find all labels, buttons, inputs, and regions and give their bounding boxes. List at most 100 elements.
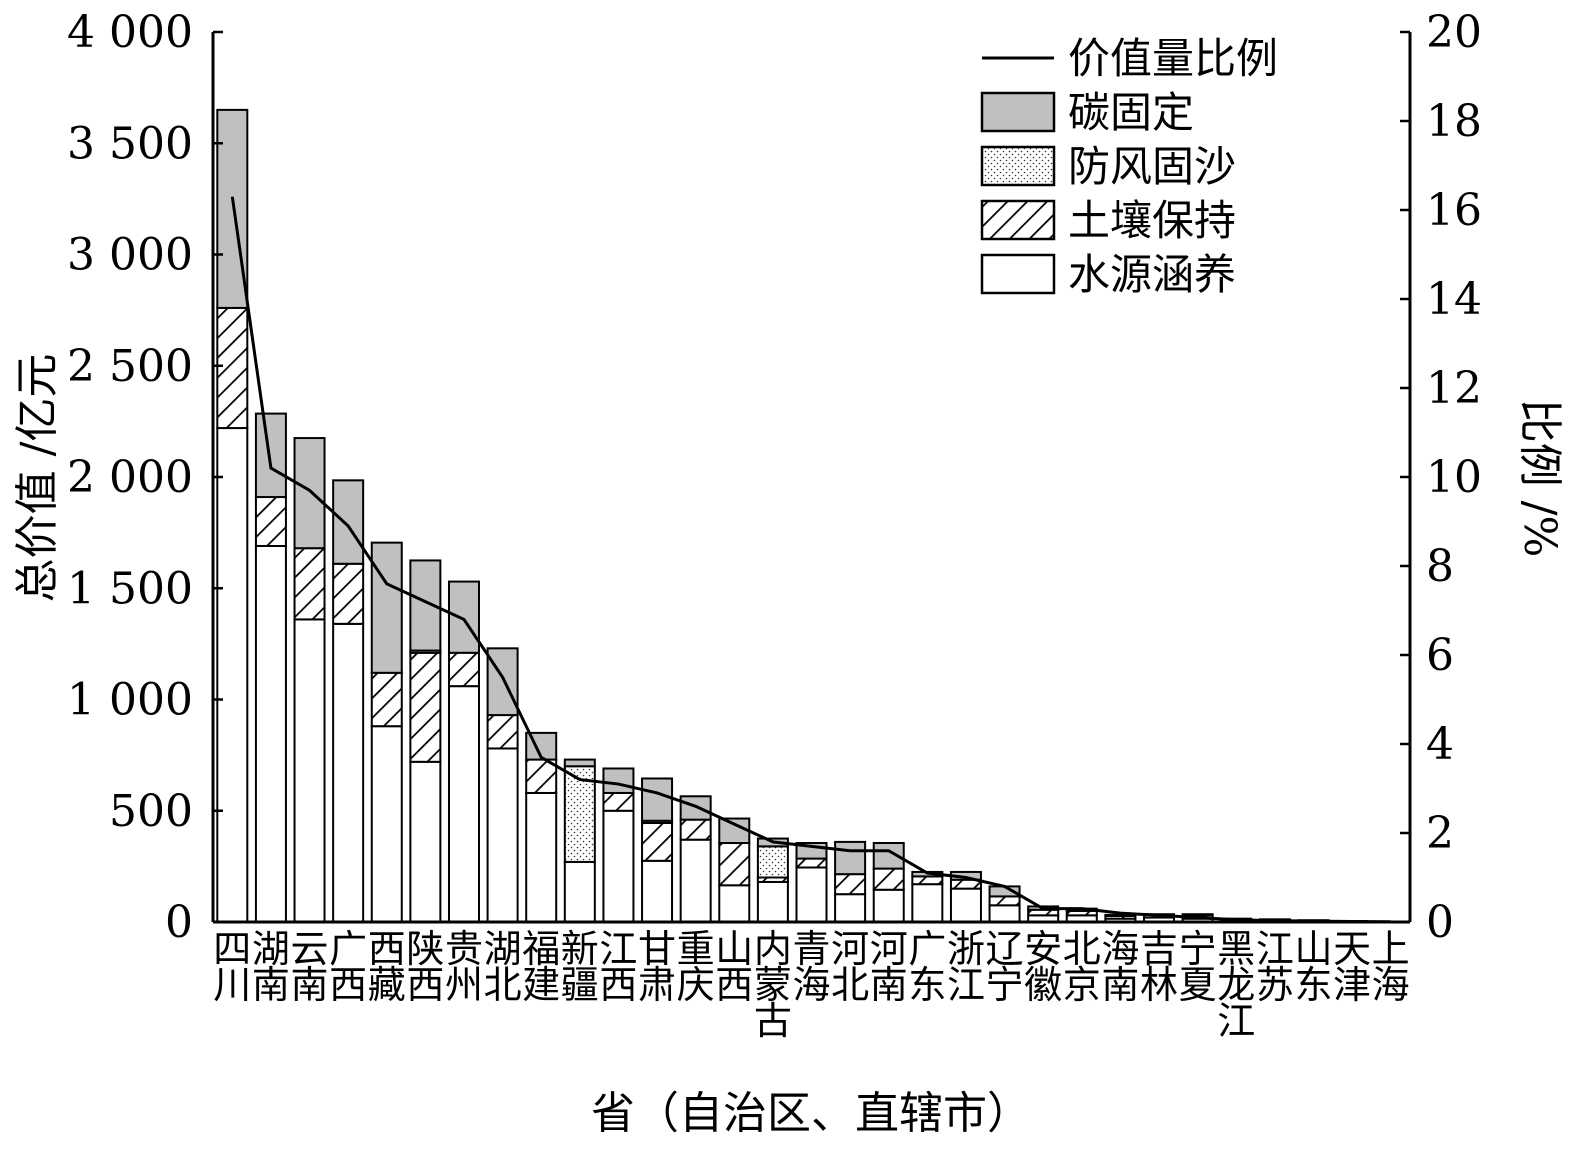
x-tick-label: 北京 xyxy=(1063,927,1101,1007)
x-axis-title: 省（自治区、直辖市） xyxy=(591,1088,1031,1139)
bar-segment-4-1 xyxy=(332,622,365,923)
legend-label: 水源涵养 xyxy=(1068,250,1236,299)
y2-axis-title: 比例 /% xyxy=(1514,399,1565,558)
bar-segment-17-2 xyxy=(834,873,867,896)
legend-label: 价值量比例 xyxy=(1068,34,1278,83)
x-tick-label: 辽宁 xyxy=(986,927,1024,1007)
ratio-line xyxy=(230,196,1391,924)
x-tick-label: 贵州 xyxy=(445,927,483,1007)
y2-tick-label: 2 xyxy=(1426,808,1454,859)
bar-segment-18-2 xyxy=(872,867,905,891)
x-tick-label: 湖北 xyxy=(484,927,522,1007)
y2-tick-label: 18 xyxy=(1426,96,1482,147)
x-tick-label: 河北 xyxy=(831,927,869,1007)
x-tick-label: 上海 xyxy=(1372,927,1410,1007)
bar-segment-17-1 xyxy=(834,893,867,924)
bar-segment-14-4 xyxy=(718,817,751,845)
x-tick-label: 新疆 xyxy=(561,927,599,1007)
x-tick-label: 四川 xyxy=(213,927,251,1007)
bar-segment-19-1 xyxy=(911,883,944,923)
bar-segment-18-4 xyxy=(872,842,905,870)
bar-segment-8-1 xyxy=(486,747,519,924)
bar-segment-5-1 xyxy=(370,725,403,924)
bar-segment-12-2 xyxy=(641,821,674,862)
y-tick-label: 2 500 xyxy=(67,341,193,392)
bar-segment-13-1 xyxy=(679,838,712,923)
bar-segment-20-1 xyxy=(949,887,982,924)
bar-segment-14-2 xyxy=(718,842,751,887)
bar-segment-12-1 xyxy=(641,859,674,923)
bar-segment-4-4 xyxy=(332,479,365,565)
bar-segment-3-4 xyxy=(293,437,326,550)
y-tick-label: 500 xyxy=(109,786,193,837)
legend-label: 土壤保持 xyxy=(1068,196,1236,245)
bar-segment-2-2 xyxy=(254,496,287,547)
y2-tick-label: 6 xyxy=(1426,630,1454,681)
x-tick-label: 云南 xyxy=(291,927,329,1007)
bar-segment-7-4 xyxy=(447,580,480,654)
y2-tick-label: 8 xyxy=(1426,541,1454,592)
bar-segment-18-1 xyxy=(872,888,905,923)
bar-segment-7-2 xyxy=(447,651,480,688)
bar-segment-2-4 xyxy=(254,412,287,499)
bar-segment-7-1 xyxy=(447,685,480,924)
bar-segment-10-4 xyxy=(563,758,596,768)
bar-segment-5-4 xyxy=(370,541,403,674)
bar-segment-4-2 xyxy=(332,562,365,625)
y2-tick-label: 14 xyxy=(1426,274,1482,325)
bar-segment-8-2 xyxy=(486,714,519,750)
x-tick-label: 西藏 xyxy=(368,927,406,1007)
x-tick-label: 甘肃 xyxy=(638,927,676,1007)
tick-layer: 0 500 1 000 1 500 2 000 2 500 3 000 3 500 4 000 0… xyxy=(67,7,1482,948)
y-axis-title: 总价值 /亿元 xyxy=(12,354,63,603)
y2-tick-label: 20 xyxy=(1426,7,1482,58)
bar-segment-14-1 xyxy=(718,884,751,923)
y2-tick-label: 0 xyxy=(1426,897,1454,948)
category-label-layer: 四川湖南云南广西西藏陕西贵州湖北福建新疆江西甘肃重庆山西内蒙古青海河北河南广东浙… xyxy=(213,927,1409,1043)
bar-segment-9-2 xyxy=(525,758,558,794)
bar-segment-13-4 xyxy=(679,795,712,821)
bar-segment-1-2 xyxy=(216,306,249,430)
bar-segment-9-1 xyxy=(525,791,558,924)
x-tick-label: 江苏 xyxy=(1256,927,1294,1007)
y-tick-label: 1 500 xyxy=(67,563,193,614)
bar-segment-16-1 xyxy=(795,866,828,923)
bar-segment-16-2 xyxy=(795,857,828,869)
bar-segment-13-2 xyxy=(679,818,712,841)
bar-segment-15-1 xyxy=(756,880,789,924)
x-tick-label: 山东 xyxy=(1294,927,1332,1007)
legend-swatch xyxy=(980,145,1056,187)
legend-swatch xyxy=(980,91,1056,133)
bar-segment-11-2 xyxy=(602,791,635,812)
x-tick-label: 福建 xyxy=(522,927,560,1007)
x-tick-label: 广西 xyxy=(329,927,367,1007)
bar-segment-26-4 xyxy=(1181,913,1214,917)
y-tick-label: 3 000 xyxy=(67,230,193,281)
y2-tick-label: 16 xyxy=(1426,185,1482,236)
y-tick-label: 3 500 xyxy=(67,118,193,169)
bar-segment-2-1 xyxy=(254,544,287,923)
bar-segment-10-1 xyxy=(563,860,596,923)
bar-segment-3-1 xyxy=(293,618,326,924)
bar-segment-11-1 xyxy=(602,809,635,923)
bar-segment-5-2 xyxy=(370,671,403,728)
bar-segment-1-1 xyxy=(216,427,249,923)
legend-swatch xyxy=(980,199,1056,241)
x-tick-label: 黑龙江 xyxy=(1217,927,1255,1043)
bar-segment-8-4 xyxy=(486,647,519,717)
x-tick-label: 安徽 xyxy=(1024,927,1062,1007)
x-tick-label: 山西 xyxy=(715,927,753,1007)
y2-tick-label: 4 xyxy=(1426,719,1454,770)
legend-label: 防风固沙 xyxy=(1068,142,1236,191)
x-tick-label: 江西 xyxy=(599,927,637,1007)
bar-segment-11-4 xyxy=(602,767,635,794)
x-tick-label: 陕西 xyxy=(406,927,444,1007)
legend-swatch xyxy=(980,253,1056,295)
ratio-line-layer xyxy=(230,196,1391,924)
legend-label: 碳固定 xyxy=(1068,88,1194,137)
y-tick-label: 2 000 xyxy=(67,452,193,503)
bar-segment-21-2 xyxy=(988,895,1021,907)
bar-segment-6-1 xyxy=(409,760,442,923)
